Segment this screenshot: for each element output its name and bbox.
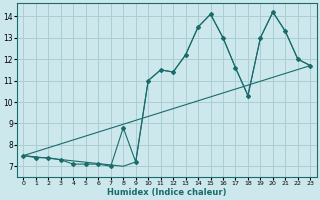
X-axis label: Humidex (Indice chaleur): Humidex (Indice chaleur) (107, 188, 227, 197)
